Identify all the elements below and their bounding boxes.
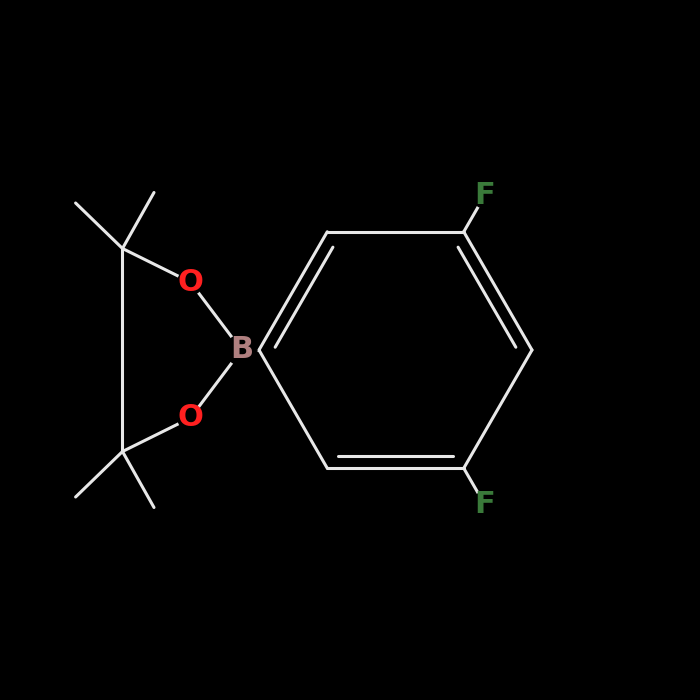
Circle shape bbox=[472, 183, 497, 208]
Text: F: F bbox=[475, 490, 495, 519]
Text: F: F bbox=[475, 181, 495, 210]
Text: O: O bbox=[178, 267, 203, 297]
Circle shape bbox=[472, 492, 497, 517]
Text: B: B bbox=[230, 335, 253, 365]
Text: O: O bbox=[178, 403, 203, 433]
Circle shape bbox=[226, 335, 257, 365]
Circle shape bbox=[178, 405, 203, 430]
Circle shape bbox=[178, 270, 203, 295]
